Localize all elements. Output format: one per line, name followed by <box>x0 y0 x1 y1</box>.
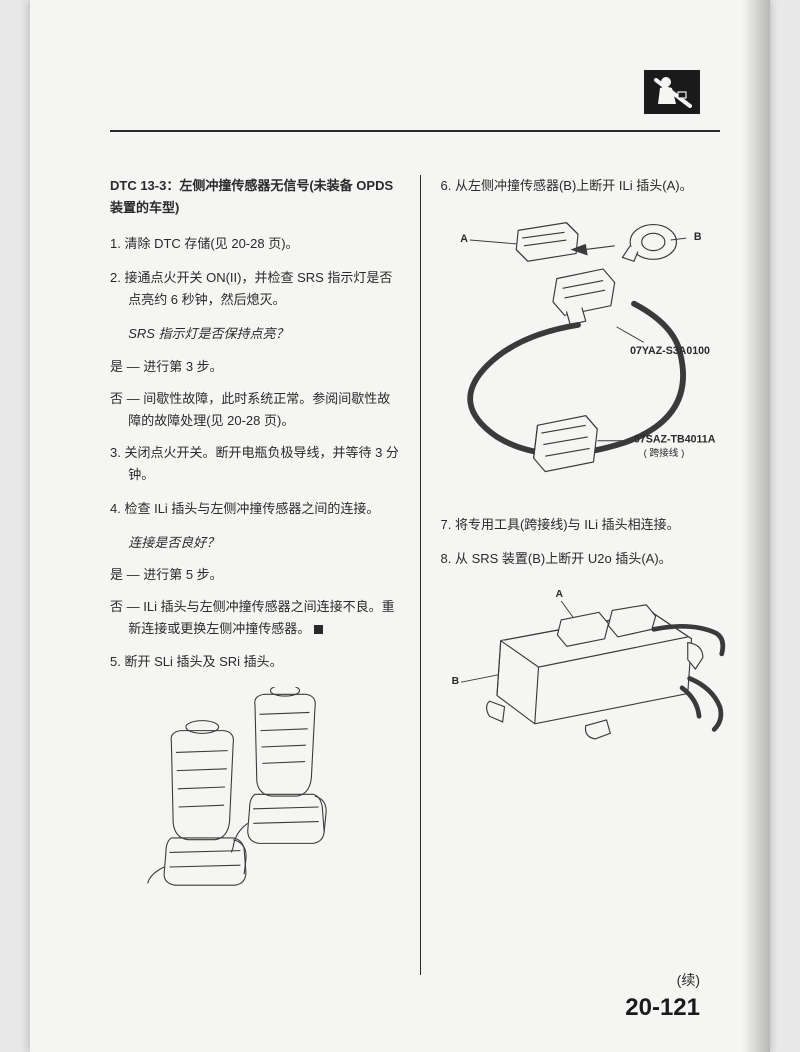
step-1: 1. 清除 DTC 存储(见 20-28 页)。 <box>110 233 400 255</box>
step-6: 6. 从左侧冲撞传感器(B)上断开 ILi 插头(A)。 <box>441 175 731 197</box>
step-2: 2. 接通点火开关 ON(II)，并检查 SRS 指示灯是否点亮约 6 秒钟，然… <box>110 267 400 311</box>
part-07yaz: 07YAZ-S3A0100 <box>630 345 710 357</box>
end-mark-icon <box>314 625 323 634</box>
step-7: 7. 将专用工具(跨接线)与 ILi 插头相连接。 <box>441 514 731 536</box>
figure-seats <box>110 687 400 894</box>
part-07saz-sub: ( 跨接线 ) <box>643 447 684 459</box>
answer-1-yes: 是 — 进行第 3 步。 <box>110 356 400 378</box>
continued-label: (续) <box>677 970 700 990</box>
question-2: 连接是否良好？ <box>110 532 400 554</box>
content-area: DTC 13-3：左侧冲撞传感器无信号(未装备 OPDS 装置的车型) 1. 清… <box>110 175 730 975</box>
label-a: A <box>460 233 468 245</box>
label-b2: B <box>451 676 459 687</box>
step-5: 5. 断开 SLi 插头及 SRi 插头。 <box>110 651 400 673</box>
right-column: 6. 从左侧冲撞传感器(B)上断开 ILi 插头(A)。 A B <box>441 175 731 975</box>
page-number: 20-121 <box>625 994 700 1022</box>
step-4: 4. 检查 ILi 插头与左侧冲撞传感器之间的连接。 <box>110 498 400 520</box>
step-8: 8. 从 SRS 装置(B)上断开 U2o 插头(A)。 <box>441 548 731 570</box>
answer-1-no: 否 — 间歇性故障，此时系统正常。参阅间歇性故障的故障处理(见 20-28 页)… <box>110 388 400 432</box>
answer-2-no: 否 — ILi 插头与左侧冲撞传感器之间连接不良。重新连接或更换左侧冲撞传感器。 <box>110 596 400 640</box>
binding-shadow <box>742 0 770 1052</box>
label-a2: A <box>555 590 563 601</box>
dtc-title: DTC 13-3：左侧冲撞传感器无信号(未装备 OPDS 装置的车型) <box>110 175 400 219</box>
manual-page: DTC 13-3：左侧冲撞传感器无信号(未装备 OPDS 装置的车型) 1. 清… <box>30 0 770 1052</box>
header-rule <box>110 130 720 132</box>
step-3: 3. 关闭点火开关。断开电瓶负极导线，并等待 3 分钟。 <box>110 442 400 486</box>
answer-2-yes: 是 — 进行第 5 步。 <box>110 564 400 586</box>
column-divider <box>420 175 421 975</box>
seatbelt-airbag-icon <box>644 70 700 114</box>
label-b: B <box>693 231 701 243</box>
figure-sensor-cable: A B <box>441 211 731 498</box>
part-07saz: 07SAZ-TB4011A <box>634 434 716 446</box>
question-1: SRS 指示灯是否保持点亮？ <box>110 323 400 345</box>
figure-srs-unit: A B <box>441 584 731 761</box>
left-column: DTC 13-3：左侧冲撞传感器无信号(未装备 OPDS 装置的车型) 1. 清… <box>110 175 400 975</box>
